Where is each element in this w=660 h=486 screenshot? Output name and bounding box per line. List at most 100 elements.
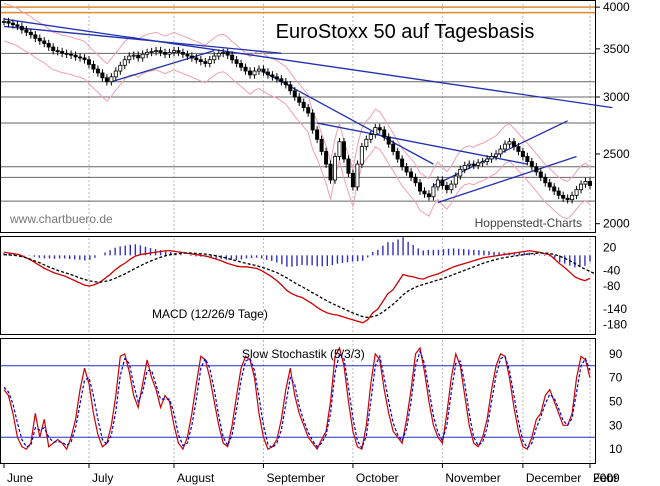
candle-body: [453, 175, 458, 185]
candle-body: [404, 166, 409, 173]
candle-body: [440, 179, 445, 186]
month-label: December: [526, 471, 581, 485]
stochastic-series-line: [3, 349, 591, 450]
candle-body: [60, 51, 65, 54]
candle-body: [104, 77, 109, 83]
candle-body: [283, 81, 288, 86]
candle-body: [243, 66, 248, 72]
candle-body: [55, 50, 60, 53]
candle-body: [350, 172, 355, 188]
candle-body: [565, 197, 570, 201]
macd-series-line: [3, 252, 596, 319]
candle-body: [122, 59, 127, 66]
price-y-tick-label: 3500: [603, 42, 630, 56]
price-panel-frame: [0, 0, 596, 233]
stochastic-y-tick-label: 10: [609, 442, 623, 456]
candle-body: [355, 163, 360, 188]
candle-body: [297, 96, 302, 103]
candle-body: [194, 57, 199, 61]
candle-body: [95, 68, 100, 74]
grid-layer: [88, 4, 591, 463]
candle-body: [328, 163, 333, 181]
candle-body: [270, 74, 275, 78]
candle-body: [86, 59, 91, 65]
candle-body: [42, 40, 47, 44]
candle-body: [462, 165, 467, 170]
candle-body: [82, 57, 87, 61]
macd-y-tick-label: 20: [603, 241, 617, 255]
trendline: [111, 50, 215, 83]
price-chart-title: EuroStoxx 50 auf Tagesbasis: [276, 21, 535, 43]
candle-body: [28, 31, 33, 36]
candle-body: [552, 186, 557, 192]
macd-y-tick-label: -80: [603, 279, 621, 293]
candle-body: [310, 112, 315, 131]
trendline: [3, 25, 282, 54]
candle-body: [171, 50, 176, 53]
candle-body: [520, 151, 525, 157]
candle-body: [136, 54, 141, 59]
candle-body: [386, 136, 391, 145]
candle-body: [127, 55, 132, 61]
candle-body: [458, 168, 463, 177]
candle-body: [189, 55, 194, 59]
candle-body: [547, 182, 552, 188]
candle-body: [37, 37, 42, 42]
candle-body: [498, 148, 503, 155]
month-label: August: [177, 471, 215, 485]
stochastic-y-tick-label: 70: [609, 371, 623, 385]
candle-body: [154, 50, 159, 53]
candle-body: [118, 64, 123, 72]
candle-body: [167, 52, 172, 55]
price-y-tick-label: 4000: [603, 0, 630, 14]
candle-body: [489, 156, 494, 160]
candle-body: [15, 24, 20, 27]
candle-body: [503, 143, 508, 150]
candle-body: [341, 141, 346, 160]
candle-body: [274, 76, 279, 80]
stochastic-title: Slow Stochastik (5/3/3): [242, 347, 365, 361]
candle-body: [359, 146, 364, 165]
stochastic-layer: [1, 346, 595, 451]
source-text: Hoppenstedt-Charts: [475, 216, 582, 230]
candle-body: [234, 59, 239, 64]
month-label: July: [92, 471, 113, 485]
macd-title: MACD (12/26/9 Tage): [152, 307, 268, 321]
candle-body: [225, 52, 230, 56]
candle-body: [579, 183, 584, 191]
candle-body: [279, 78, 284, 83]
macd-y-tick-label: -40: [603, 264, 621, 278]
candle-body: [426, 193, 431, 198]
candle-body: [6, 21, 11, 24]
candle-body: [180, 52, 185, 55]
candle-body: [64, 52, 69, 55]
candle-body: [494, 153, 499, 157]
candle-body: [529, 161, 534, 168]
candle-body: [306, 107, 311, 114]
macd-panel-frame: [0, 236, 596, 335]
envelope-band-upper: [3, 2, 591, 183]
macd-layer: [3, 237, 596, 324]
candle-body: [10, 22, 15, 26]
candle-body: [516, 146, 521, 152]
trendline: [437, 155, 577, 204]
candle-body: [476, 162, 481, 166]
candle-body: [131, 54, 136, 57]
candle-body: [422, 190, 427, 195]
macd-y-tick-label: -140: [603, 302, 627, 316]
candle-body: [534, 166, 539, 173]
candle-body: [480, 161, 485, 164]
candle-body: [46, 43, 51, 48]
candle-body: [364, 138, 369, 147]
candle-body: [140, 53, 145, 59]
month-label: June: [7, 471, 33, 485]
candle-body: [207, 59, 212, 64]
candle-body: [216, 52, 221, 57]
trendline: [3, 18, 613, 109]
candle-body: [91, 63, 96, 70]
candle-body: [543, 176, 548, 184]
candle-body: [261, 68, 266, 73]
candle-body: [525, 156, 530, 162]
candle-body: [145, 52, 150, 55]
